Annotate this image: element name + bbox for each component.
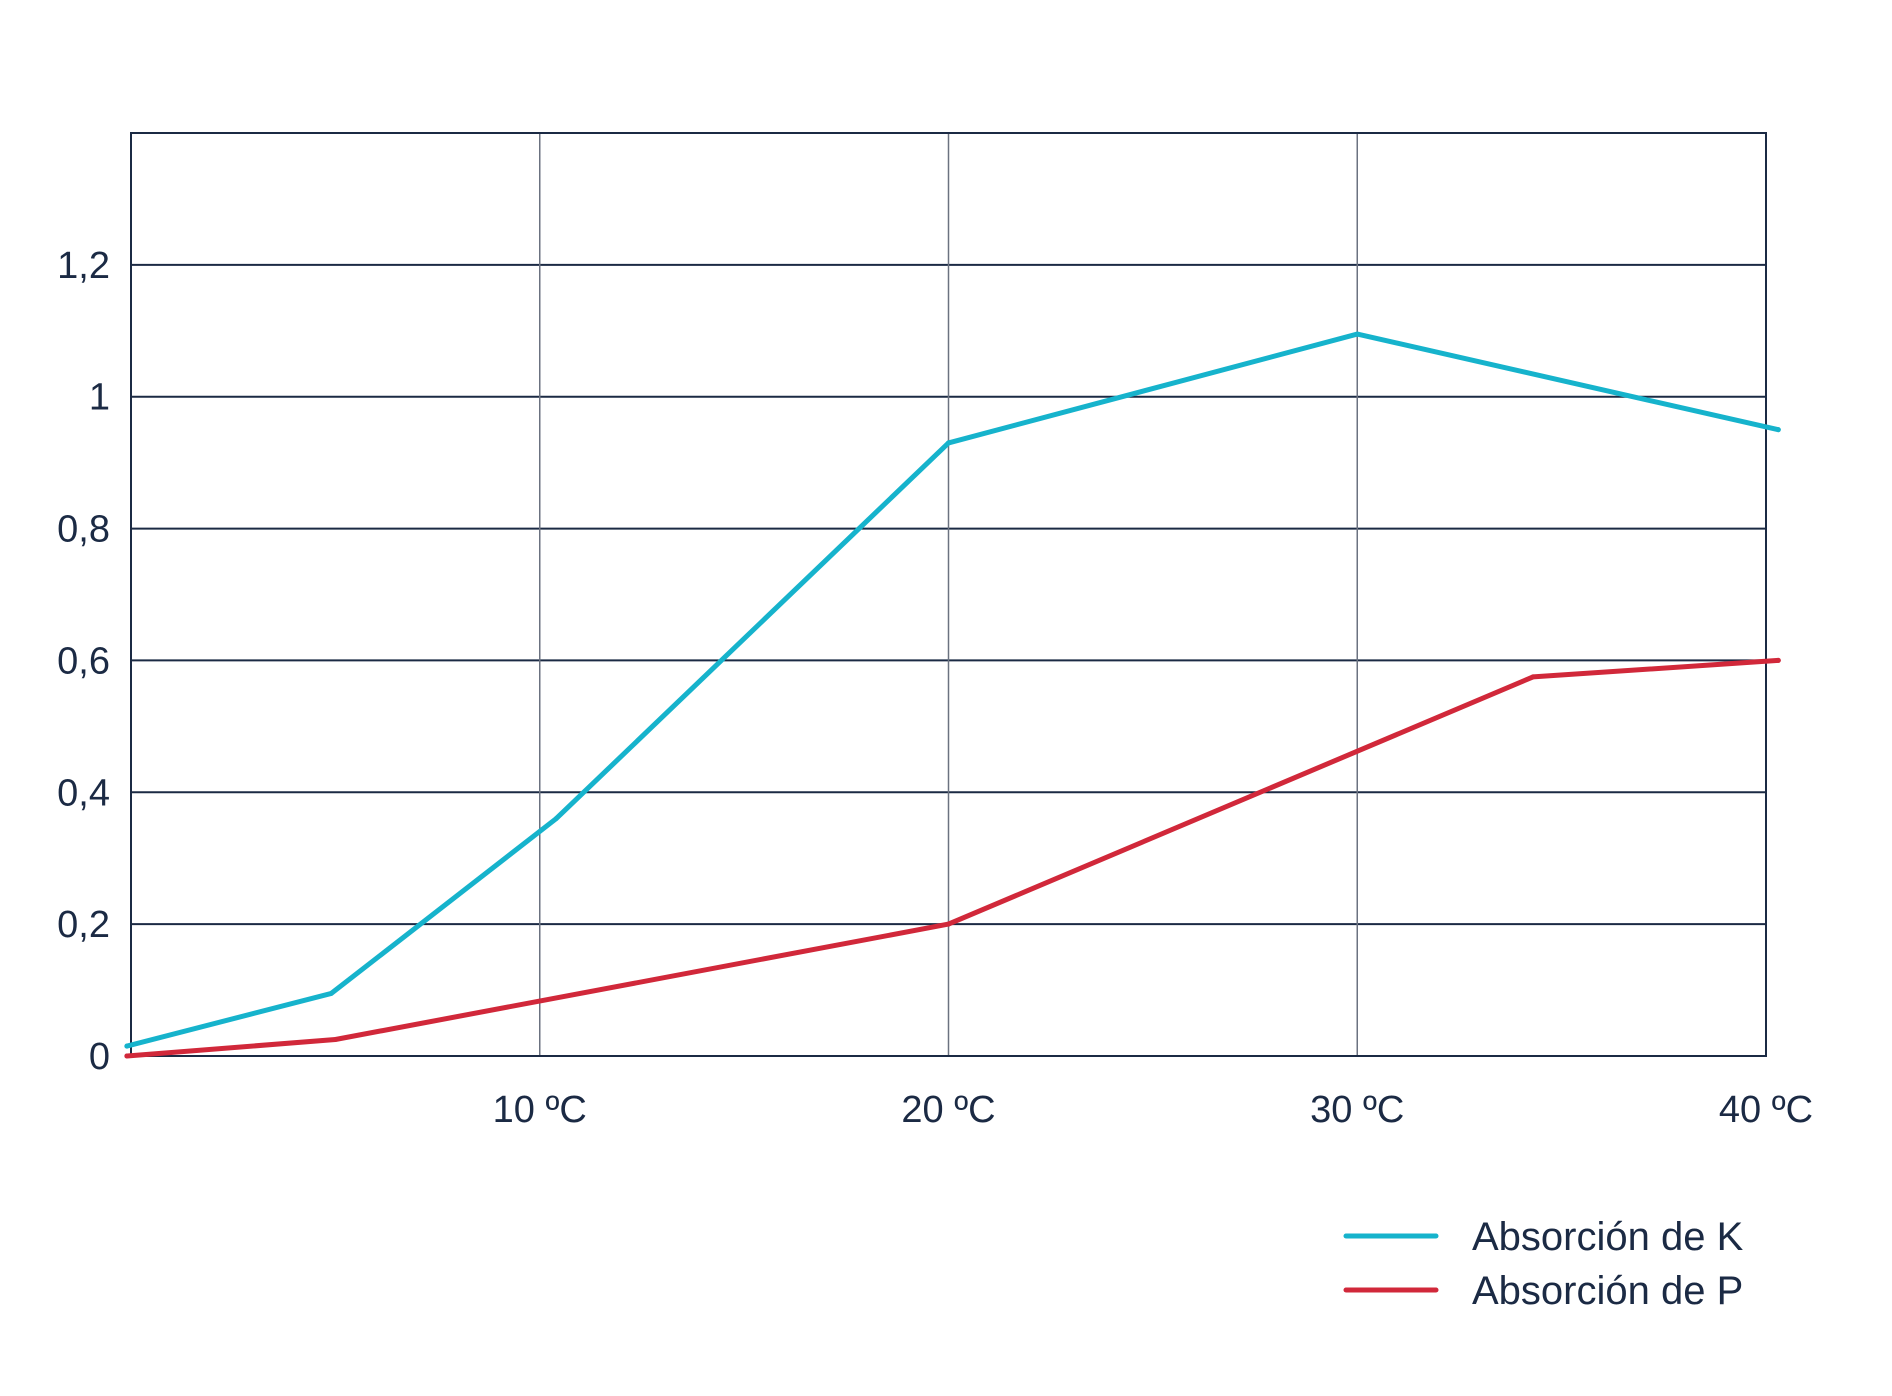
- data-point: [1530, 674, 1536, 680]
- y-axis-labels: 0 0,2 0,4 0,6 0,8 1 1,2: [57, 245, 110, 1078]
- x-tick-label: 10 ºC: [493, 1089, 587, 1131]
- y-tick-label: 0,6: [57, 640, 110, 682]
- y-tick-label: 0,2: [57, 904, 110, 946]
- x-tick-label: 20 ºC: [901, 1089, 995, 1131]
- y-tick-label: 0: [89, 1036, 110, 1078]
- data-point: [553, 816, 559, 822]
- x-tick-label: 30 ºC: [1310, 1089, 1404, 1131]
- plot-frame: [130, 132, 1767, 1057]
- data-point: [1775, 657, 1781, 663]
- legend-label: Absorción de P: [1472, 1269, 1743, 1313]
- data-point: [946, 440, 951, 446]
- series-line-p: [124, 657, 1781, 1059]
- data-point: [1775, 427, 1781, 433]
- y-tick-label: 1,2: [57, 245, 110, 287]
- y-tick-label: 0,4: [57, 772, 110, 814]
- x-axis-labels: 10 ºC 20 ºC 30 ºC 40 ºC: [493, 1089, 1813, 1131]
- series-line-k: [124, 331, 1781, 1049]
- data-point: [328, 990, 334, 996]
- legend: Absorción de K Absorción de P: [1343, 1215, 1744, 1313]
- grid: [131, 133, 1767, 1056]
- legend-label: Absorción de K: [1472, 1215, 1744, 1259]
- data-point: [124, 1053, 130, 1059]
- y-tick-label: 0,8: [57, 509, 110, 551]
- y-tick-label: 1: [89, 377, 110, 419]
- x-tick-label: 40 ºC: [1719, 1089, 1813, 1131]
- data-point: [124, 1043, 130, 1049]
- data-point: [946, 921, 951, 927]
- series-layer: [124, 331, 1781, 1059]
- data-point: [1354, 331, 1360, 337]
- data-point: [332, 1037, 338, 1043]
